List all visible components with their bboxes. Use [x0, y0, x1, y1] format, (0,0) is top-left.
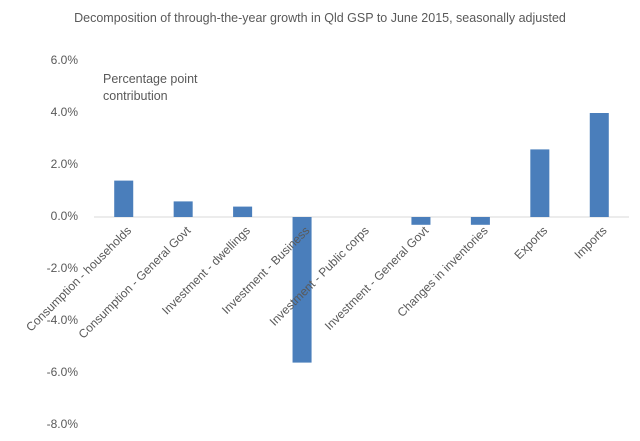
- x-tick-label: Imports: [571, 223, 609, 261]
- y-tick-label: 6.0%: [51, 53, 79, 67]
- x-tick-label: Consumption - General Govt: [76, 223, 194, 341]
- x-tick-label: Exports: [512, 223, 551, 262]
- bar: [530, 149, 550, 217]
- bar: [470, 217, 490, 225]
- bar: [173, 201, 193, 217]
- bar: [411, 217, 431, 225]
- y-tick-label: -4.0%: [47, 313, 79, 327]
- y-tick-label: 2.0%: [51, 157, 79, 171]
- y-tick-label: 4.0%: [51, 105, 79, 119]
- x-tick-label: Investment - General Govt: [322, 223, 432, 333]
- bar: [233, 206, 253, 217]
- bar: [589, 113, 609, 217]
- bar: [292, 217, 312, 363]
- x-tick-label: Investment - Public corps: [267, 223, 372, 328]
- chart-title: Decomposition of through-the-year growth…: [74, 11, 566, 25]
- x-tick-label: Consumption - households: [23, 223, 134, 334]
- y-tick-label: -6.0%: [47, 365, 79, 379]
- y-tick-label: -2.0%: [47, 261, 79, 275]
- bar: [114, 180, 134, 217]
- y-tick-label: 0.0%: [51, 209, 79, 223]
- annotation: Percentage point contribution: [103, 72, 198, 103]
- y-tick-label: -8.0%: [47, 417, 79, 431]
